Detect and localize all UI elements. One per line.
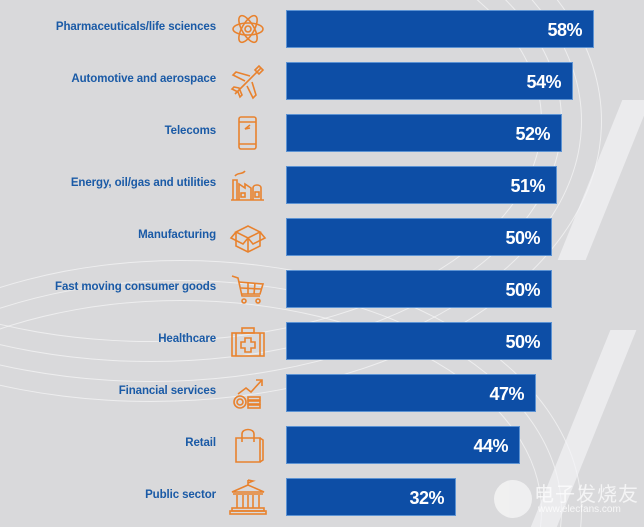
bar-value-label: 54%: [526, 72, 561, 92]
watermark-text: 电子发烧友: [534, 482, 639, 506]
chart-row: Automotive and aerospace 54%: [0, 62, 644, 100]
chart-row: Financial services 47%: [0, 374, 644, 412]
chart-row: Energy, oil/gas and utilities 51%: [0, 166, 644, 204]
smartphone-icon: [228, 114, 268, 152]
watermark: 电子发烧友 www.elecfans.com: [494, 472, 644, 527]
category-label: Telecoms: [164, 125, 217, 137]
bar-value-label: 50%: [505, 280, 540, 300]
bar: 47%: [286, 374, 536, 412]
chart-row: Public sector 32%: [0, 478, 644, 516]
category-label: Automotive and aerospace: [71, 73, 216, 85]
watermark-url: www.elecfans.com: [538, 504, 621, 515]
category-label: Energy, oil/gas and utilities: [70, 177, 216, 189]
government-building-icon: [228, 478, 268, 516]
bar-value-label: 50%: [505, 228, 540, 248]
bar: 51%: [286, 166, 557, 204]
box-icon: [228, 218, 268, 256]
shopping-bag-icon: [228, 426, 268, 464]
bar: 44%: [286, 426, 520, 464]
bar-value-label: 52%: [515, 124, 550, 144]
chart-row: Manufacturing 50%: [0, 218, 644, 256]
chart-row: Telecoms 52%: [0, 114, 644, 152]
category-label: Manufacturing: [138, 229, 216, 241]
chart-row: Retail 44%: [0, 426, 644, 464]
bar-value-label: 47%: [489, 384, 524, 404]
airplane-icon: [228, 62, 268, 100]
chart-row: Pharmaceuticals/life sciences 58%: [0, 10, 644, 48]
bar-value-label: 50%: [505, 332, 540, 352]
factory-icon: [228, 166, 268, 204]
category-label: Retail: [185, 437, 216, 449]
shopping-cart-icon: [228, 270, 268, 308]
bar: 32%: [286, 478, 456, 516]
bar: 54%: [286, 62, 573, 100]
bar-value-label: 44%: [473, 436, 508, 456]
bar: 52%: [286, 114, 562, 152]
bar-value-label: 32%: [409, 488, 444, 508]
atom-icon: [228, 10, 268, 48]
watermark-logo-icon: [494, 480, 532, 518]
chart-row: Healthcare 50%: [0, 322, 644, 360]
category-label: Financial services: [118, 385, 216, 397]
bar: 50%: [286, 270, 552, 308]
bar-value-label: 51%: [510, 176, 545, 196]
category-label: Pharmaceuticals/life sciences: [55, 21, 216, 33]
bar: 50%: [286, 218, 552, 256]
coins-growth-icon: [228, 374, 268, 412]
category-label: Public sector: [145, 489, 216, 501]
category-label: Healthcare: [158, 333, 216, 345]
category-label: Fast moving consumer goods: [55, 281, 216, 293]
chart-row: Fast moving consumer goods 50%: [0, 270, 644, 308]
bar-value-label: 58%: [547, 20, 582, 40]
first-aid-kit-icon: [228, 322, 268, 360]
bar: 50%: [286, 322, 552, 360]
bar: 58%: [286, 10, 594, 48]
